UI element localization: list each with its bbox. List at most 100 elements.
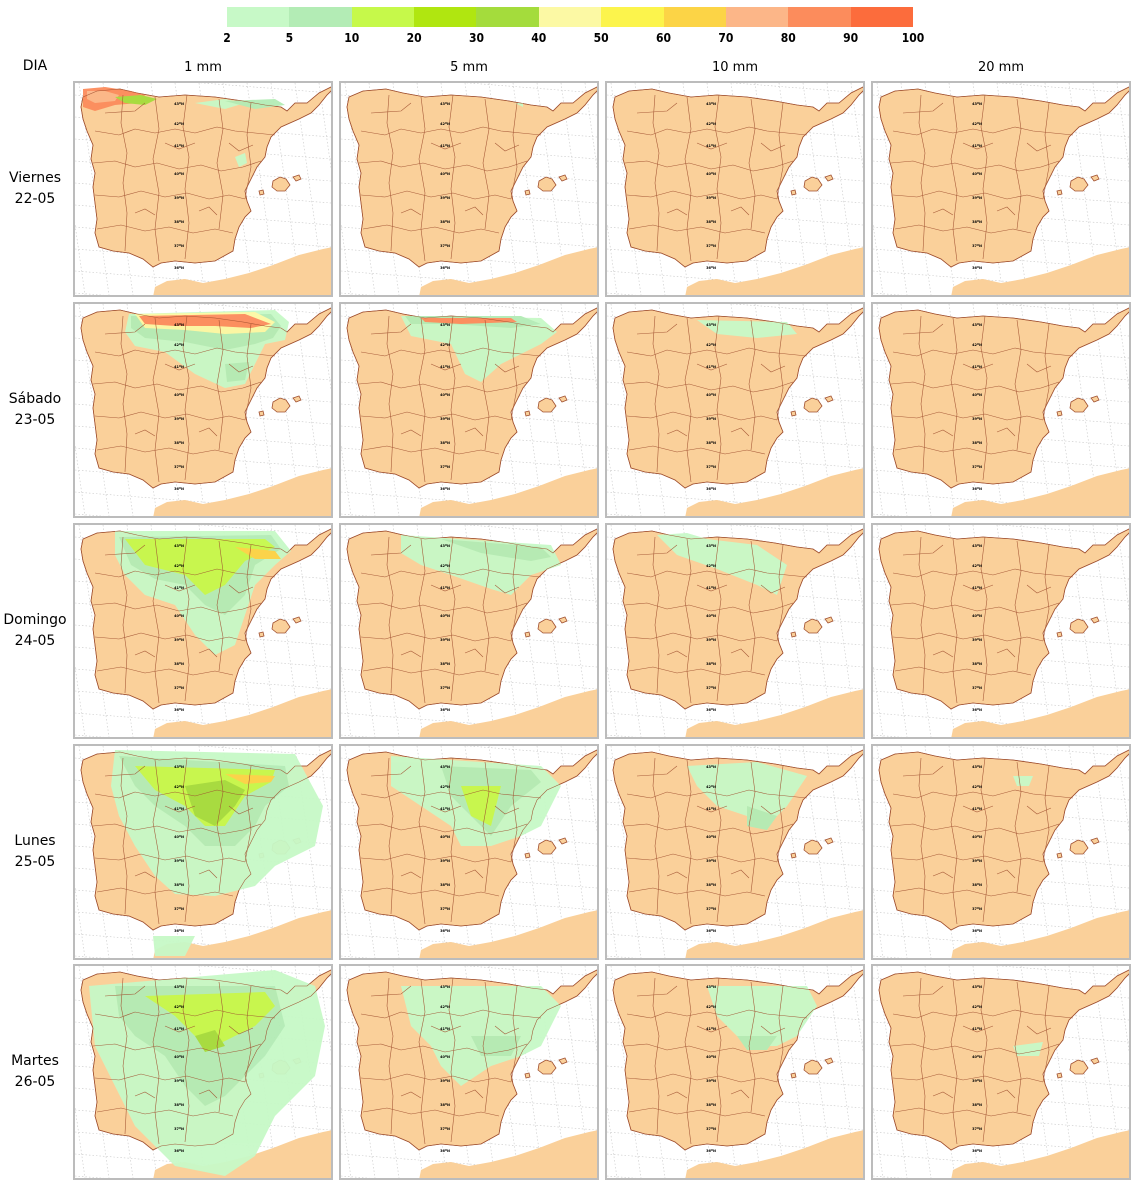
- latitude-label: 42ºN: [440, 564, 450, 568]
- legend-color-bar: [227, 7, 913, 27]
- latitude-label: 37ºN: [174, 907, 184, 911]
- latitude-label: 43ºN: [174, 985, 184, 989]
- day-label: Lunes 25-05: [0, 831, 70, 873]
- day-name: Lunes: [14, 833, 56, 849]
- latitude-label: 37ºN: [706, 244, 716, 248]
- province-borders: [878, 749, 1129, 931]
- legend-swatch-9: [725, 7, 789, 27]
- latitude-label: 42ºN: [440, 785, 450, 789]
- latitude-label: 39ºN: [972, 196, 982, 200]
- latitude-label: 41ºN: [706, 144, 716, 148]
- map-panel: 43ºN 42ºN 41ºN 40ºN 39ºN 38ºN 37ºN 36ºN: [871, 744, 1131, 960]
- latitude-labels: 43ºN 42ºN 41ºN 40ºN 39ºN 38ºN 37ºN 36ºN: [174, 765, 184, 933]
- iberia-map: 43ºN 42ºN 41ºN 40ºN 39ºN 38ºN 37ºN 36ºN: [607, 83, 863, 295]
- latitude-label: 40ºN: [440, 172, 450, 176]
- map-panel: 43ºN 42ºN 41ºN 40ºN 39ºN 38ºN 37ºN 36ºN: [339, 523, 599, 739]
- latitude-label: 41ºN: [706, 586, 716, 590]
- latitude-label: 36ºN: [440, 266, 450, 270]
- latitude-label: 41ºN: [972, 1027, 982, 1031]
- province-borders: [612, 307, 863, 489]
- latitude-label: 42ºN: [706, 785, 716, 789]
- map-panel: 43ºN 42ºN 41ºN 40ºN 39ºN 38ºN 37ºN 36ºN: [871, 81, 1131, 297]
- latitude-label: 40ºN: [972, 614, 982, 618]
- precipitation-overlay: [401, 986, 561, 1086]
- latitude-label: 43ºN: [440, 102, 450, 106]
- land: [80, 307, 331, 516]
- latitude-label: 39ºN: [706, 1079, 716, 1083]
- precip-area: [707, 986, 817, 1046]
- latitude-label: 42ºN: [174, 343, 184, 347]
- map-panel: 43ºN 42ºN 41ºN 40ºN 39ºN 38ºN 37ºN 36ºN: [339, 964, 599, 1180]
- precipitation-overlay: [125, 310, 289, 388]
- legend-tick-label: 20: [406, 31, 422, 45]
- latitude-label: 37ºN: [972, 1127, 982, 1131]
- precip-area: [657, 533, 787, 595]
- precip-area: [87, 91, 119, 103]
- legend-tick-label: 40: [531, 31, 547, 45]
- latitude-label: 37ºN: [706, 465, 716, 469]
- latitude-label: 42ºN: [972, 564, 982, 568]
- latitude-labels: 43ºN 42ºN 41ºN 40ºN 39ºN 38ºN 37ºN 36ºN: [706, 323, 716, 491]
- precipitation-overlay: [83, 87, 285, 167]
- latitude-label: 36ºN: [174, 1149, 184, 1153]
- province-borders: [346, 969, 597, 1151]
- legend-tick-label: 5: [285, 31, 294, 45]
- day-date: 25-05: [14, 854, 56, 870]
- latitude-label: 37ºN: [972, 244, 982, 248]
- legend-tick-label: 30: [468, 31, 484, 45]
- map-panel: 43ºN 42ºN 41ºN 40ºN 39ºN 38ºN 37ºN 36ºN: [605, 81, 865, 297]
- latitude-label: 41ºN: [440, 365, 450, 369]
- map-panel: 43ºN 42ºN 41ºN 40ºN 39ºN 38ºN 37ºN 36ºN: [73, 744, 333, 960]
- precip-area: [471, 1036, 521, 1056]
- latitude-label: 43ºN: [972, 985, 982, 989]
- threshold-header: 1 mm: [184, 60, 222, 75]
- precipitation-overlay: [391, 756, 561, 846]
- map-panel: 43ºN 42ºN 41ºN 40ºN 39ºN 38ºN 37ºN 36ºN: [73, 964, 333, 1180]
- map-panel: 43ºN 42ºN 41ºN 40ºN 39ºN 38ºN 37ºN 36ºN: [871, 302, 1131, 518]
- legend-tick-label: 70: [718, 31, 734, 45]
- precip-area: [697, 320, 797, 338]
- iberia-map: 43ºN 42ºN 41ºN 40ºN 39ºN 38ºN 37ºN 36ºN: [341, 525, 597, 737]
- map-panel: 43ºN 42ºN 41ºN 40ºN 39ºN 38ºN 37ºN 36ºN: [871, 964, 1131, 1180]
- map-panel: 43ºN 42ºN 41ºN 40ºN 39ºN 38ºN 37ºN 36ºN: [339, 744, 599, 960]
- day-date: 22-05: [14, 191, 56, 207]
- day-label: Martes 26-05: [0, 1051, 70, 1093]
- iberia-map: 43ºN 42ºN 41ºN 40ºN 39ºN 38ºN 37ºN 36ºN: [607, 525, 863, 737]
- latitude-label: 43ºN: [706, 323, 716, 327]
- latitude-label: 36ºN: [440, 1149, 450, 1153]
- province-borders: [612, 749, 863, 931]
- latitude-label: 38ºN: [440, 883, 450, 887]
- legend-swatch-4: [414, 7, 477, 27]
- precip-area: [139, 314, 271, 328]
- latitude-label: 37ºN: [174, 1127, 184, 1131]
- latitude-labels: 43ºN 42ºN 41ºN 40ºN 39ºN 38ºN 37ºN 36ºN: [440, 765, 450, 933]
- latitude-label: 42ºN: [174, 1005, 184, 1009]
- precipitation-overlay: [1013, 776, 1033, 786]
- iberia-map: 43ºN 42ºN 41ºN 40ºN 39ºN 38ºN 37ºN 36ºN: [607, 304, 863, 516]
- latitude-label: 43ºN: [972, 544, 982, 548]
- latitude-label: 36ºN: [440, 487, 450, 491]
- latitude-label: 39ºN: [174, 638, 184, 642]
- latitude-label: 41ºN: [440, 1027, 450, 1031]
- latitude-label: 39ºN: [174, 859, 184, 863]
- latitude-label: 40ºN: [440, 835, 450, 839]
- threshold-header: 10 mm: [711, 60, 758, 75]
- latitude-label: 39ºN: [174, 196, 184, 200]
- day-name: Viernes: [8, 170, 62, 186]
- latitude-label: 38ºN: [174, 662, 184, 666]
- threshold-header: 5 mm: [450, 60, 488, 75]
- latitude-label: 39ºN: [972, 1079, 982, 1083]
- threshold-header: 20 mm: [977, 60, 1024, 75]
- latitude-label: 42ºN: [972, 343, 982, 347]
- latitude-label: 43ºN: [972, 765, 982, 769]
- iberia-map: 43ºN 42ºN 41ºN 40ºN 39ºN 38ºN 37ºN 36ºN: [873, 83, 1129, 295]
- latitude-label: 37ºN: [972, 465, 982, 469]
- legend-tick-label: 60: [656, 31, 672, 45]
- latitude-label: 37ºN: [972, 686, 982, 690]
- iberia-map: 43ºN 42ºN 41ºN 40ºN 39ºN 38ºN 37ºN 36ºN: [75, 304, 331, 516]
- day-date: 23-05: [14, 412, 56, 428]
- latitude-label: 38ºN: [706, 662, 716, 666]
- latitude-label: 40ºN: [706, 1055, 716, 1059]
- latitude-label: 37ºN: [706, 1127, 716, 1131]
- latitude-label: 36ºN: [706, 266, 716, 270]
